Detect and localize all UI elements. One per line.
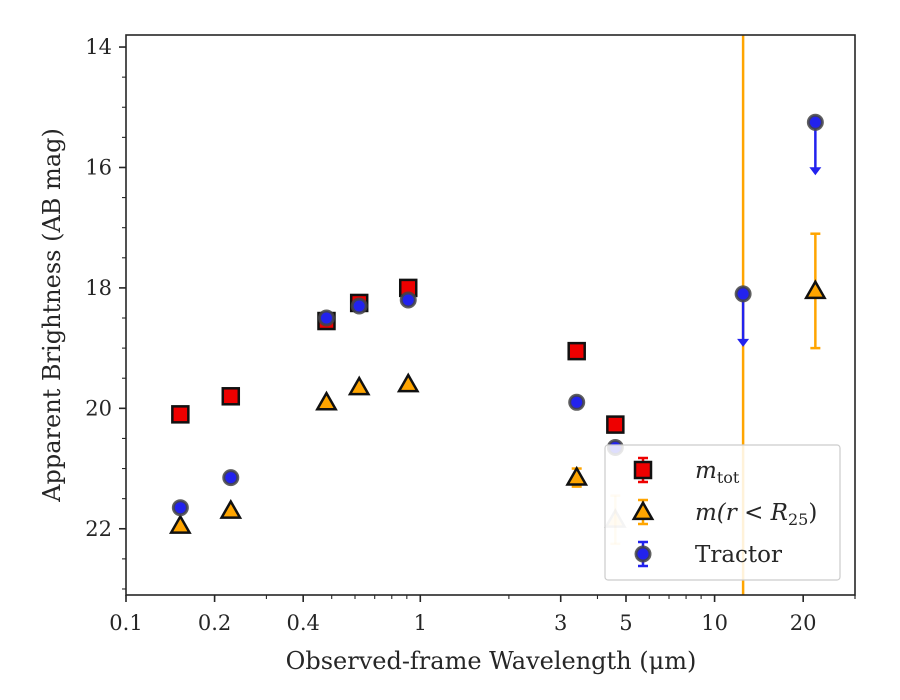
x-axis-title: Observed-frame Wavelength (μm) <box>286 647 697 675</box>
x-tick-label: 10 <box>701 611 728 635</box>
legend: mtot m(r < R25) Tractor <box>604 444 841 581</box>
x-tick-label: 0.1 <box>109 611 142 635</box>
x-tick-label: 20 <box>790 611 817 635</box>
x-tick-label: 1 <box>414 611 427 635</box>
legend-label: mtot <box>695 458 740 487</box>
data-point-circle <box>350 297 368 315</box>
legend-marker-square <box>633 460 653 480</box>
upper-limit-arrowhead <box>737 338 750 347</box>
data-point-triangle <box>168 514 192 534</box>
data-point-circle <box>568 393 586 411</box>
x-tick-label: 0.2 <box>198 611 231 635</box>
legend-marker-triangle <box>631 500 655 521</box>
data-point-square <box>567 341 586 361</box>
y-tick-label: 20 <box>85 396 112 420</box>
data-point-square <box>171 405 190 424</box>
legend-label: m(r < R25) <box>695 500 817 529</box>
legend-label-main: Tractor <box>695 542 782 568</box>
y-tick-label: 18 <box>85 276 112 300</box>
y-tick-label: 14 <box>85 35 112 59</box>
data-point-triangle <box>396 372 420 393</box>
x-tick-label: 3 <box>554 611 567 635</box>
data-point-circle <box>222 469 240 487</box>
series-circle <box>171 113 824 517</box>
x-tick-label: 5 <box>619 611 632 635</box>
legend-marker-circle <box>634 545 652 563</box>
data-point-circle <box>806 113 824 131</box>
data-point-triangle <box>565 465 589 486</box>
data-point-triangle <box>804 279 827 300</box>
data-point-triangle <box>219 498 243 519</box>
data-point-triangle <box>315 390 338 411</box>
axes: 14 16 18 20 22 0.1 0.2 0.4 1 3 5 10 20 <box>85 34 856 635</box>
legend-label-tail: ) <box>808 500 817 526</box>
legend-item-triangle: m(r < R25) <box>631 498 817 529</box>
legend-label-subscript: tot <box>717 468 740 487</box>
legend-item-square: mtot <box>633 456 740 487</box>
data-point-circle <box>171 499 189 517</box>
legend-label-main: m(r < R <box>695 500 788 526</box>
y-tick-label: 16 <box>85 155 112 179</box>
data-point-square <box>606 415 625 434</box>
legend-label: Tractor <box>695 542 782 568</box>
series-square <box>171 278 625 434</box>
data-point-circle <box>317 309 335 327</box>
y-tick-label: 22 <box>85 517 112 541</box>
data-point-square <box>221 387 241 406</box>
legend-item-circle: Tractor <box>634 540 782 568</box>
upper-limit-arrowhead <box>809 167 822 176</box>
data-point-triangle <box>347 375 371 396</box>
data-point-circle <box>734 285 752 303</box>
legend-label-main: m <box>695 458 717 484</box>
x-tick-label: 0.4 <box>286 611 319 635</box>
data-point-circle <box>399 291 417 309</box>
plot-frame <box>125 34 856 596</box>
legend-box <box>604 444 841 581</box>
y-axis-title: Apparent Brightness (AB mag) <box>38 128 66 503</box>
legend-label-subscript: 25 <box>788 510 808 529</box>
